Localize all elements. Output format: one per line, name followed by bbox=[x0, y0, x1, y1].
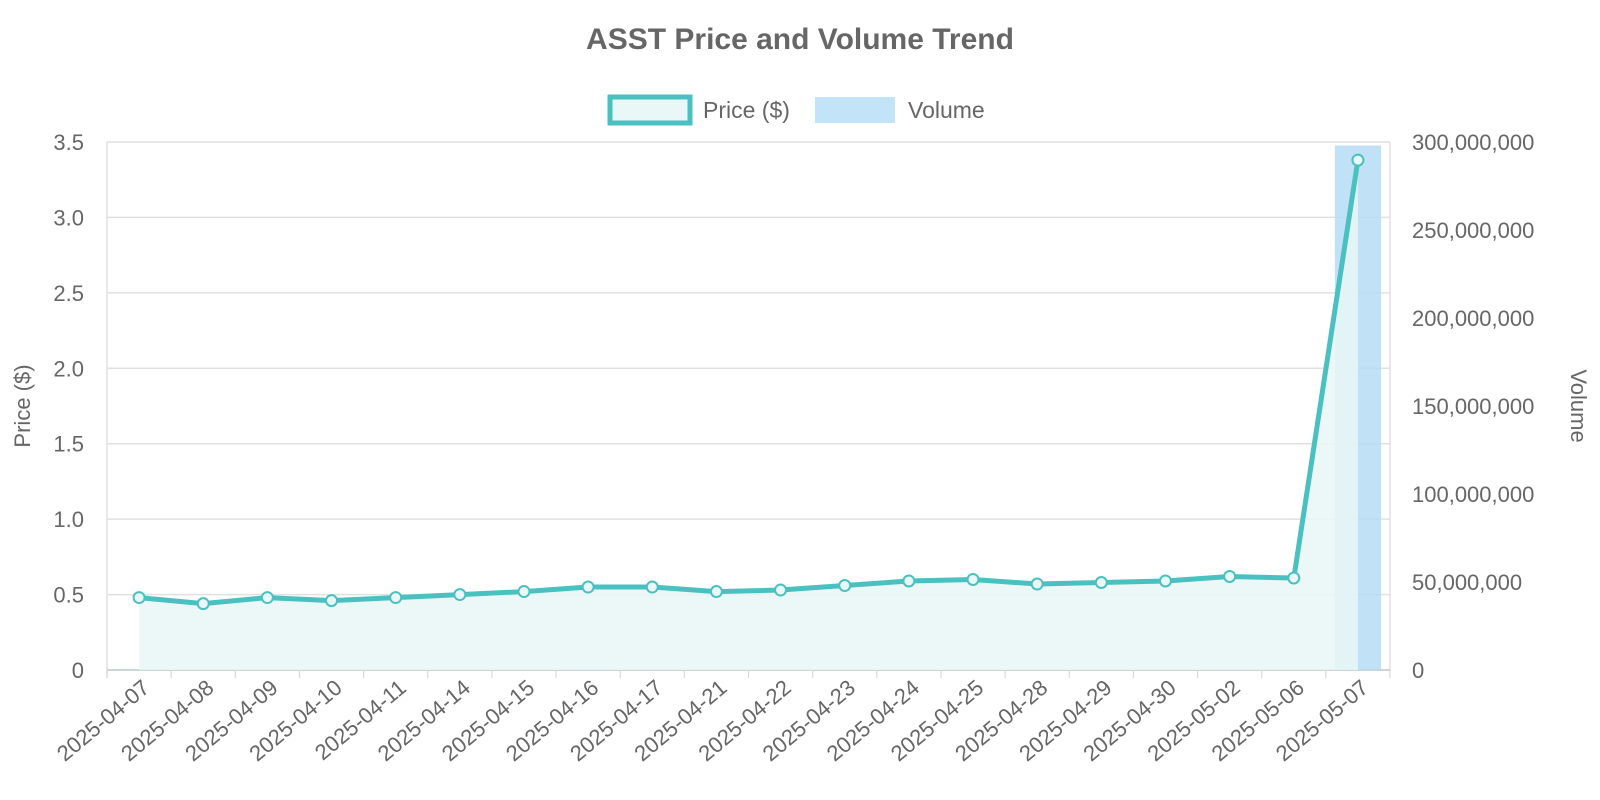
price-line bbox=[136, 157, 1361, 607]
price-point-2025-04-08[interactable] bbox=[196, 597, 210, 611]
legend-item-price[interactable]: Price ($) bbox=[607, 94, 790, 126]
right-tick-label: 50,000,000 bbox=[1412, 570, 1522, 595]
right-tick-label: 250,000,000 bbox=[1412, 218, 1534, 243]
price-point-2025-04-17[interactable] bbox=[645, 580, 659, 594]
left-tick-label: 1.5 bbox=[53, 432, 84, 457]
price-point-2025-04-23[interactable] bbox=[838, 579, 852, 593]
price-point-2025-05-02[interactable] bbox=[1223, 569, 1237, 583]
volume-bar-2025-04-07[interactable] bbox=[115, 669, 163, 670]
legend-swatch-price bbox=[607, 94, 693, 126]
left-tick-label: 1.0 bbox=[53, 507, 84, 532]
right-tick-label: 300,000,000 bbox=[1412, 130, 1534, 155]
price-point-2025-04-24[interactable] bbox=[902, 574, 916, 588]
right-axis-title: Volume bbox=[1566, 369, 1591, 442]
price-points bbox=[132, 153, 1365, 611]
price-point-2025-05-07[interactable] bbox=[1351, 153, 1365, 167]
x-axis-ticks: 2025-04-072025-04-082025-04-092025-04-10… bbox=[52, 675, 1373, 766]
price-point-2025-04-30[interactable] bbox=[1158, 574, 1172, 588]
price-area-fill bbox=[139, 160, 1358, 670]
left-tick-label: 0 bbox=[72, 658, 84, 683]
price-point-2025-04-16[interactable] bbox=[581, 580, 595, 594]
price-point-2025-04-25[interactable] bbox=[966, 572, 980, 586]
legend-item-volume[interactable]: Volume bbox=[815, 97, 985, 123]
legend-swatch-volume bbox=[815, 97, 895, 123]
left-tick-label: 0.5 bbox=[53, 583, 84, 608]
legend-label-volume: Volume bbox=[908, 97, 985, 123]
left-axis-ticks: 0 0.5 1.0 1.5 2.0 2.5 3.0 3.5 bbox=[53, 130, 84, 683]
left-tick-label: 2.0 bbox=[53, 356, 84, 381]
price-point-2025-04-15[interactable] bbox=[517, 585, 531, 599]
price-point-2025-04-29[interactable] bbox=[1094, 576, 1108, 590]
price-point-2025-04-07[interactable] bbox=[132, 591, 146, 605]
left-tick-label: 3.0 bbox=[53, 205, 84, 230]
right-tick-label: 100,000,000 bbox=[1412, 482, 1534, 507]
price-point-2025-04-09[interactable] bbox=[260, 591, 274, 605]
price-point-2025-05-06[interactable] bbox=[1287, 571, 1301, 585]
legend: Price ($) Volume bbox=[607, 94, 985, 126]
legend-label-price: Price ($) bbox=[703, 97, 790, 123]
left-tick-label: 2.5 bbox=[53, 281, 84, 306]
right-tick-label: 200,000,000 bbox=[1412, 306, 1534, 331]
price-point-2025-04-14[interactable] bbox=[453, 588, 467, 602]
left-tick-label: 3.5 bbox=[53, 130, 84, 155]
price-point-2025-04-11[interactable] bbox=[389, 591, 403, 605]
right-axis-ticks: 0 50,000,000 100,000,000 150,000,000 200,000… bbox=[1412, 130, 1534, 683]
price-point-2025-04-22[interactable] bbox=[774, 583, 788, 597]
price-point-2025-04-28[interactable] bbox=[1030, 577, 1044, 591]
price-point-2025-04-10[interactable] bbox=[325, 594, 339, 608]
chart-title: ASST Price and Volume Trend bbox=[586, 23, 1014, 56]
right-tick-label: 150,000,000 bbox=[1412, 394, 1534, 419]
price-point-2025-04-21[interactable] bbox=[709, 585, 723, 599]
price-area bbox=[139, 160, 1358, 670]
left-axis-title: Price ($) bbox=[10, 364, 35, 447]
price-line-path bbox=[136, 157, 1361, 607]
right-tick-label: 0 bbox=[1412, 658, 1424, 683]
